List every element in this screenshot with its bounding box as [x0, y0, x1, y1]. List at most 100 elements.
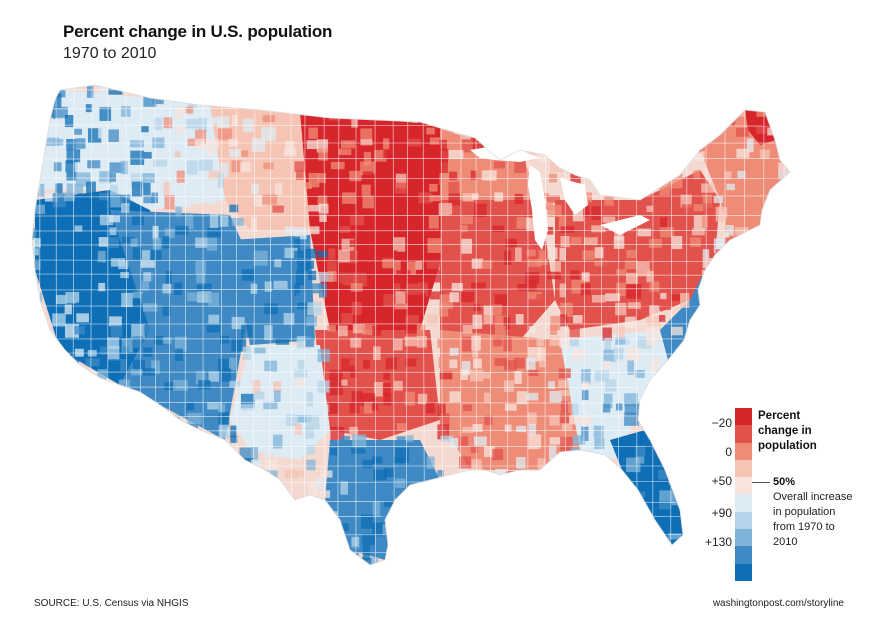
- legend-tick-plus50: +50: [711, 474, 732, 488]
- county-cell: [462, 336, 475, 352]
- county-cell: [470, 85, 484, 92]
- county-cell: [121, 346, 129, 355]
- county-cell: [471, 511, 484, 521]
- county-cell: [76, 95, 84, 104]
- county-cell: [736, 127, 749, 137]
- county-cell: [615, 269, 627, 276]
- county-cell: [648, 535, 661, 546]
- county-cell: [240, 161, 253, 173]
- county-cell: [516, 425, 527, 433]
- county-cell: [33, 183, 45, 198]
- county-cell: [472, 346, 479, 358]
- county-cell: [55, 413, 64, 420]
- county-cell: [561, 478, 577, 490]
- county-cell: [143, 325, 159, 335]
- county-cell: [581, 480, 594, 490]
- county-cell: [416, 492, 427, 507]
- county-cell: [591, 479, 600, 495]
- county-cell: [163, 567, 171, 580]
- county-cell: [724, 348, 732, 362]
- county-cell: [473, 203, 487, 217]
- county-cell: [152, 225, 159, 240]
- county-cell: [338, 148, 352, 156]
- county-cell: [385, 194, 399, 205]
- county-cell: [571, 447, 581, 459]
- county-cell: [439, 371, 453, 380]
- county-cell: [494, 555, 503, 565]
- county-cell: [362, 545, 370, 561]
- county-cell: [646, 270, 654, 283]
- county-cell: [360, 106, 374, 118]
- county-cell: [791, 84, 803, 97]
- county-cell: [745, 346, 754, 356]
- county-cell: [263, 205, 271, 212]
- county-cell: [429, 291, 443, 300]
- county-cell: [780, 337, 788, 347]
- county-cell: [473, 358, 482, 369]
- county-cell: [372, 247, 381, 263]
- county-cell: [85, 104, 93, 113]
- county-cell: [252, 380, 261, 395]
- county-cell: [306, 415, 320, 430]
- county-cell: [757, 393, 766, 401]
- county-cell: [460, 225, 468, 233]
- county-cell: [330, 161, 345, 170]
- county-cell: [405, 358, 417, 367]
- county-cell: [363, 359, 371, 369]
- county-cell: [537, 85, 548, 94]
- county-cell: [109, 227, 117, 236]
- county-cell: [593, 489, 604, 497]
- county-cell: [550, 523, 561, 537]
- county-cell: [32, 446, 38, 454]
- county-cell: [362, 324, 377, 335]
- county-cell: [428, 93, 436, 101]
- county-cell: [769, 382, 779, 393]
- county-cell: [373, 346, 381, 360]
- county-cell: [143, 272, 154, 282]
- county-cell: [439, 302, 449, 317]
- county-cell: [461, 139, 475, 153]
- county-cell: [526, 392, 539, 401]
- county-cell: [583, 206, 590, 217]
- county-cell: [671, 236, 683, 250]
- county-cell: [671, 492, 680, 506]
- county-cell: [426, 314, 439, 326]
- county-cell: [626, 283, 642, 299]
- county-cell: [668, 390, 683, 402]
- county-cell: [53, 567, 65, 581]
- county-cell: [97, 567, 111, 574]
- county-cell: [175, 126, 185, 135]
- county-cell: [229, 380, 241, 388]
- county-cell: [605, 379, 617, 392]
- county-cell: [526, 85, 542, 96]
- county-cell: [703, 359, 712, 370]
- county-cell: [32, 380, 44, 395]
- county-cell: [581, 390, 589, 401]
- county-cell: [218, 128, 233, 141]
- county-cell: [417, 568, 424, 577]
- county-cell: [54, 85, 66, 98]
- county-cell: [86, 181, 96, 194]
- county-cell: [362, 533, 375, 546]
- lake-michigan: [528, 165, 548, 250]
- county-cell: [240, 467, 253, 480]
- county-cell: [361, 557, 373, 565]
- county-cell: [393, 380, 403, 391]
- county-cell: [228, 357, 236, 371]
- county-cell: [572, 206, 584, 222]
- county-cell: [448, 193, 460, 206]
- county-cell: [87, 393, 99, 406]
- county-cell: [64, 304, 72, 315]
- county-cell: [525, 93, 541, 102]
- county-cell: [294, 470, 305, 477]
- county-cell: [218, 85, 230, 91]
- county-cell: [770, 205, 782, 217]
- county-cell: [121, 203, 130, 213]
- county-cell: [462, 85, 477, 89]
- county-cell: [427, 170, 442, 183]
- county-cell: [250, 536, 266, 543]
- county-cell: [593, 569, 601, 580]
- county-cell: [74, 325, 85, 335]
- county-cell: [569, 415, 582, 425]
- county-cell: [515, 126, 522, 140]
